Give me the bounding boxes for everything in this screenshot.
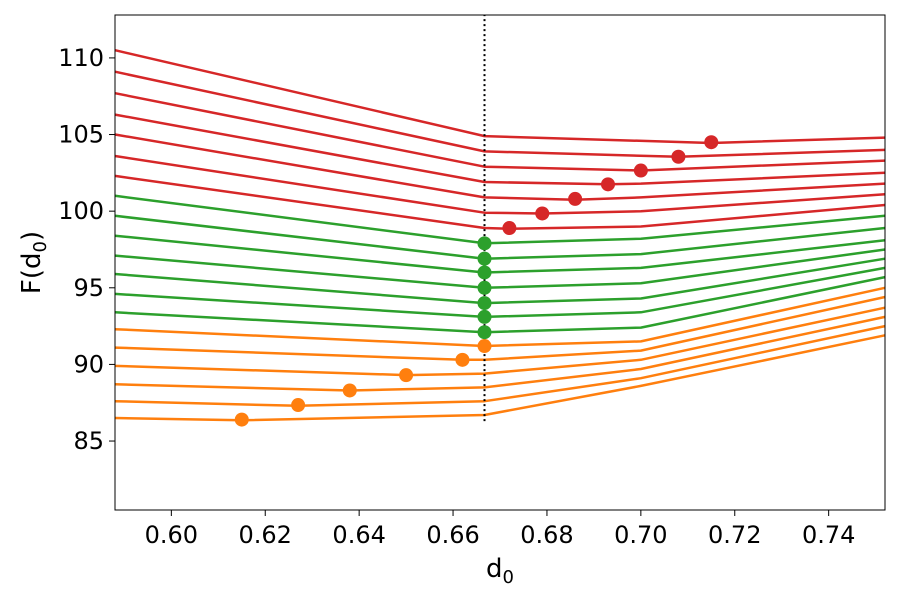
minimum-marker-2	[291, 398, 306, 413]
y-axis-label: F(d0)	[17, 231, 51, 294]
x-axis-label-main: d	[486, 554, 503, 584]
y-tick-label: 110	[58, 44, 104, 72]
minimum-marker-13	[477, 236, 492, 251]
series-line-9	[114, 257, 886, 305]
minimum-marker-5	[455, 352, 470, 367]
x-tick-label: 0.62	[239, 521, 292, 549]
x-tick-label: 0.74	[802, 521, 855, 549]
series-line-10	[114, 248, 886, 290]
series-line-8	[114, 266, 886, 319]
series-line-20	[114, 48, 886, 145]
minimum-marker-12	[477, 251, 492, 266]
y-axis-ticks: 85 90 95 100 105 110	[58, 44, 115, 455]
plot-lines	[114, 15, 886, 422]
x-tick-label: 0.70	[614, 521, 667, 549]
series-line-18	[114, 91, 886, 172]
minimum-marker-9	[477, 296, 492, 311]
x-tick-label: 0.60	[145, 521, 198, 549]
x-tick-label: 0.72	[708, 521, 761, 549]
minimum-marker-17	[600, 177, 615, 192]
series-line-7	[114, 275, 886, 334]
series-line-12	[114, 214, 886, 260]
minimum-marker-1	[234, 412, 249, 427]
x-tick-label: 0.68	[520, 521, 573, 549]
x-tick-label: 0.64	[332, 521, 385, 549]
minimum-marker-15	[535, 206, 550, 221]
y-axis-label-prefix: F(d	[17, 253, 47, 295]
x-axis-label: d0	[486, 554, 514, 588]
minimum-marker-18	[633, 163, 648, 178]
series-line-6	[114, 286, 886, 348]
series-line-2	[114, 324, 886, 408]
x-tick-label: 0.66	[426, 521, 479, 549]
minimum-marker-14	[502, 221, 517, 236]
minimum-marker-3	[342, 383, 357, 398]
y-tick-label: 100	[58, 197, 104, 225]
minimum-marker-11	[477, 265, 492, 280]
minimum-marker-7	[477, 325, 492, 340]
y-tick-label: 85	[73, 427, 104, 455]
minimum-marker-20	[704, 135, 719, 150]
minimum-marker-16	[568, 191, 583, 206]
minimum-marker-10	[477, 280, 492, 295]
series-line-11	[114, 234, 886, 274]
y-tick-label: 105	[58, 121, 104, 149]
y-axis-label-suffix: )	[17, 231, 47, 241]
series-line-4	[114, 306, 886, 377]
series-line-1	[114, 334, 886, 422]
minimum-marker-4	[399, 368, 414, 383]
plot-frame	[114, 14, 886, 511]
series-line-3	[114, 315, 886, 392]
minimum-marker-6	[477, 339, 492, 354]
y-tick-label: 90	[73, 350, 104, 378]
minimum-marker-8	[477, 309, 492, 324]
y-axis-label-subscript: 0	[30, 241, 51, 252]
x-axis-label-subscript: 0	[503, 567, 514, 588]
series-line-19	[114, 70, 886, 159]
series-line-13	[114, 194, 886, 245]
y-tick-label: 95	[73, 274, 104, 302]
x-axis-ticks: 0.60 0.62 0.64 0.66 0.68 0.70 0.72 0.74	[145, 510, 855, 549]
minimum-marker-19	[671, 149, 686, 164]
plot-markers	[234, 135, 719, 427]
